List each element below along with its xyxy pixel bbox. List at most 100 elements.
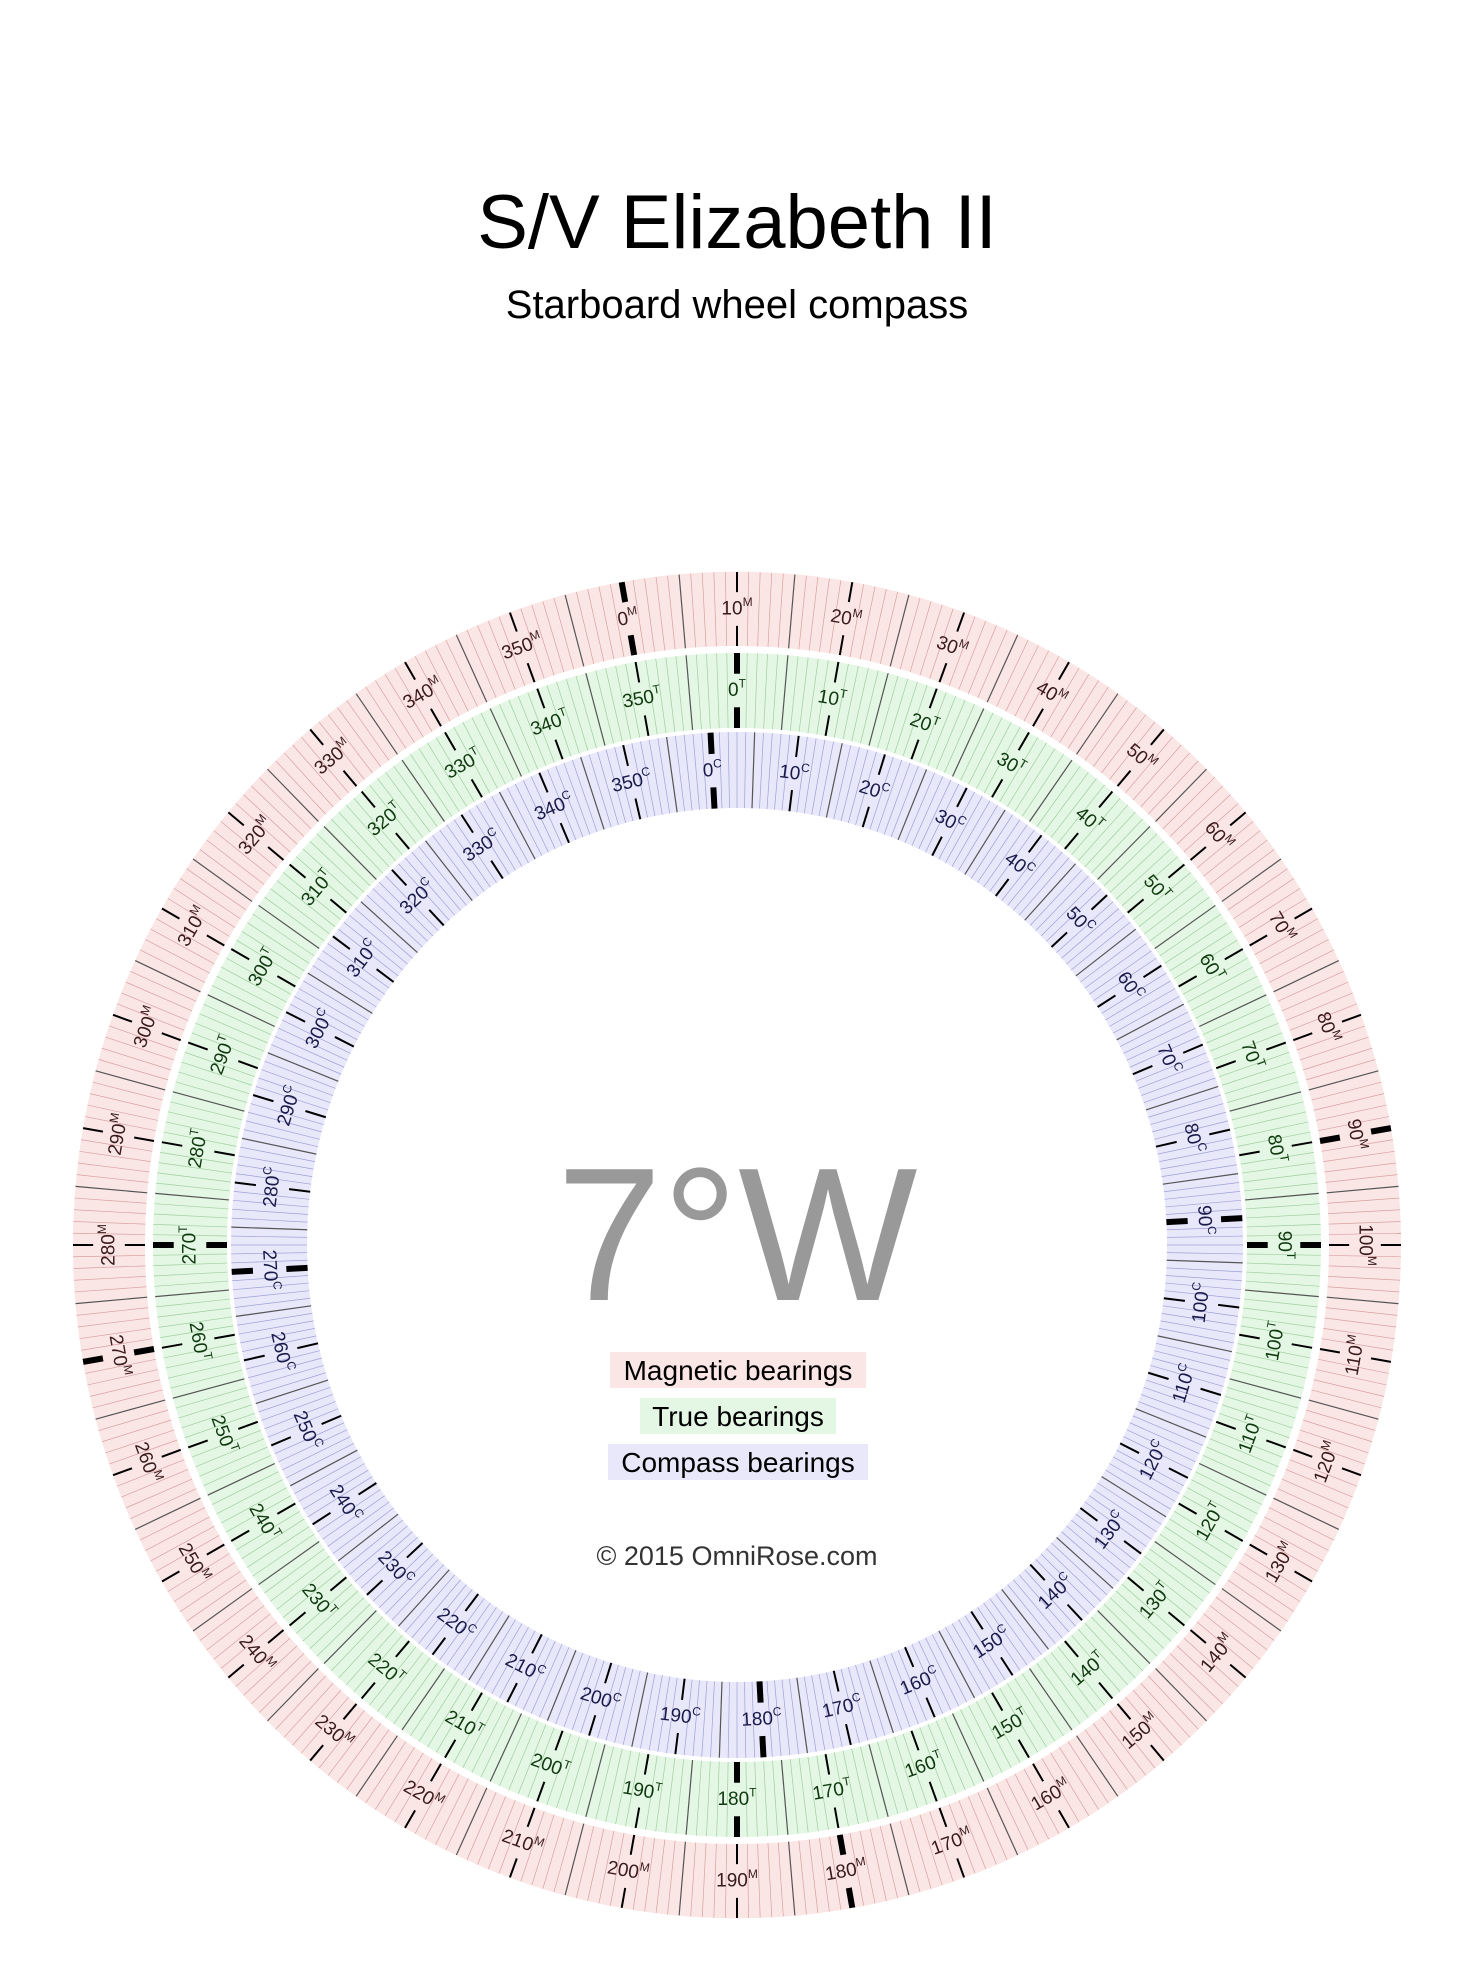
major-tick-compass (604, 1662, 613, 1684)
tick-magnetic (996, 1783, 1029, 1851)
tick-compass (231, 1259, 308, 1264)
tick-compass (1056, 1536, 1114, 1589)
tick-magnetic (1101, 714, 1147, 774)
tick-magnetic (787, 1841, 796, 1916)
tick-compass (989, 1598, 1035, 1661)
tick-magnetic (259, 777, 312, 830)
tick-compass (1165, 1199, 1242, 1208)
tick-compass (989, 829, 1035, 892)
tick-magnetic (116, 1459, 185, 1487)
tick-compass (235, 1305, 312, 1317)
tick-magnetic (1324, 1162, 1397, 1173)
tick-true (902, 685, 928, 757)
tick-magnetic (1209, 839, 1268, 885)
tick-magnetic (267, 1668, 319, 1722)
tick-compass (825, 743, 843, 818)
tick-true (565, 678, 589, 751)
tick-true (1245, 1203, 1320, 1210)
tick-compass (657, 738, 671, 814)
tick-compass (1166, 1252, 1243, 1255)
tick-magnetic (73, 1255, 146, 1258)
tick-magnetic (929, 1811, 954, 1882)
major-tick-true (444, 1739, 457, 1759)
tick-magnetic (79, 1150, 151, 1162)
major-tick-magnetic (404, 1809, 416, 1829)
major-tick-magnetic (133, 1136, 155, 1142)
major-tick-magnetic (838, 635, 845, 656)
major-tick-magnetic (1189, 1629, 1207, 1644)
tick-true (1077, 1628, 1129, 1686)
major-tick-compass (231, 1267, 254, 1275)
major-tick-compass (1217, 1303, 1240, 1309)
tick-magnetic (1059, 680, 1099, 743)
tick-magnetic (819, 1838, 830, 1912)
tick-true (1202, 1003, 1271, 1036)
major-tick-compass (297, 1342, 319, 1350)
tick-compass (751, 1681, 756, 1758)
major-tick-true (360, 1681, 376, 1700)
tick-compass (876, 759, 903, 832)
major-tick-magnetic (267, 1629, 285, 1644)
tick-true (655, 658, 667, 734)
major-tick-compass (391, 869, 408, 887)
tick-true (309, 841, 365, 893)
major-tick-compass (832, 1670, 840, 1692)
tick-compass (840, 747, 860, 822)
tick-magnetic (301, 1696, 349, 1754)
tick-true (807, 658, 819, 734)
tick-magnetic (89, 1093, 161, 1111)
major-tick-magnetic (1189, 846, 1207, 861)
legend: Magnetic bearings True bearings Compass … (608, 1352, 868, 1480)
tick-magnetic (1321, 1139, 1393, 1152)
major-tick-magnetic (227, 811, 245, 827)
tick-compass (855, 751, 877, 826)
major-tick-compass (1097, 994, 1117, 1008)
tick-compass (631, 743, 648, 818)
major-tick-true (276, 1502, 296, 1515)
tick-true (517, 695, 547, 766)
tick-magnetic (632, 1836, 645, 1910)
tick-true (157, 1172, 231, 1183)
tick-magnetic (977, 630, 1008, 698)
tick-true (199, 1013, 268, 1044)
tick-compass (522, 1640, 556, 1711)
tick-compass (1155, 1342, 1231, 1361)
major-tick-magnetic (1150, 1744, 1165, 1762)
tick-magnetic (1296, 1025, 1365, 1051)
tick-compass (727, 732, 730, 809)
tick-magnetic (1289, 1003, 1358, 1031)
tick-magnetic (424, 1773, 460, 1840)
tick-magnetic (1328, 1232, 1401, 1235)
tick-compass (571, 1658, 598, 1731)
major-tick-compass (1029, 1563, 1046, 1581)
tick-magnetic (134, 1497, 201, 1530)
legend-compass-swatch (608, 1444, 868, 1480)
tick-magnetic (92, 1389, 163, 1409)
tick-compass (605, 1667, 627, 1741)
tick-compass (360, 1537, 418, 1589)
tick-true (163, 1343, 237, 1359)
tick-true (1219, 1412, 1290, 1439)
tick-magnetic (92, 1081, 163, 1101)
tick-compass (446, 824, 491, 888)
major-tick-compass (234, 1181, 257, 1187)
tick-magnetic (859, 586, 876, 660)
tick-compass (796, 736, 808, 813)
major-tick-compass (334, 1036, 355, 1048)
major-tick-compass (1200, 1387, 1222, 1396)
tick-compass (766, 1680, 773, 1757)
major-tick-compass (931, 836, 943, 857)
major-tick-magnetic (1319, 1348, 1341, 1354)
tick-true (1240, 1152, 1314, 1165)
tick-true (385, 771, 431, 833)
tick-compass (958, 1619, 998, 1685)
tick-true (175, 1081, 247, 1103)
tick-magnetic (879, 591, 898, 664)
tick-true (264, 896, 325, 942)
major-tick-compass (1119, 1442, 1140, 1454)
tick-magnetic (156, 918, 220, 955)
tick-magnetic (477, 625, 507, 694)
tick-magnetic (1125, 736, 1173, 794)
tick-magnetic (678, 574, 687, 649)
major-tick-magnetic (526, 1807, 536, 1828)
